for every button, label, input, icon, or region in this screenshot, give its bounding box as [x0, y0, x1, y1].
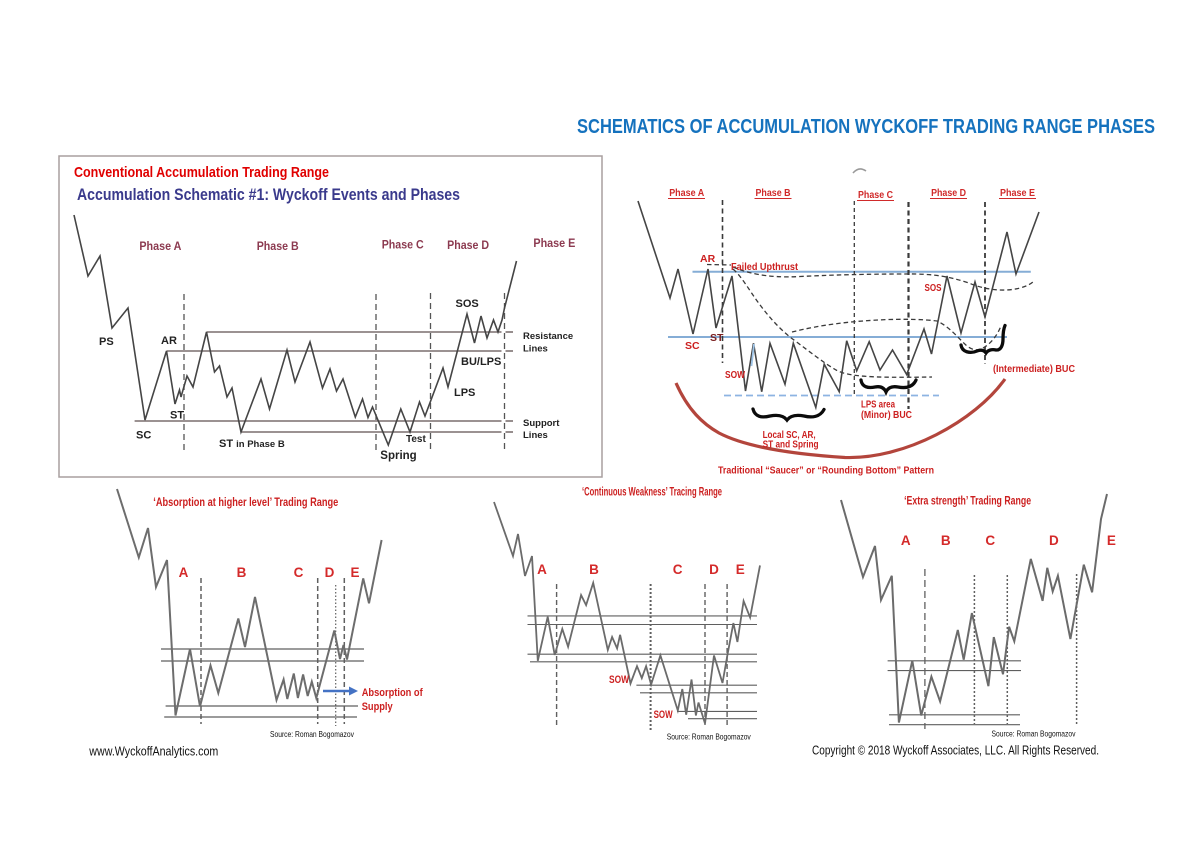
svg-text:Phase B: Phase B	[756, 188, 791, 199]
svg-text:Phase A: Phase A	[669, 188, 704, 199]
svg-text:Support: Support	[523, 418, 560, 429]
svg-text:Source: Roman Bogomazov: Source: Roman Bogomazov	[992, 729, 1077, 739]
svg-text:Absorption of: Absorption of	[362, 687, 423, 699]
svg-text:Phase D: Phase D	[447, 238, 489, 252]
svg-text:SCHEMATICS OF ACCUMULATION WYC: SCHEMATICS OF ACCUMULATION WYCKOFF TRADI…	[577, 116, 1155, 138]
svg-text:SC: SC	[685, 340, 700, 352]
svg-text:Phase C: Phase C	[858, 190, 893, 201]
svg-text:Phase E: Phase E	[1000, 188, 1035, 199]
svg-text:Phase E: Phase E	[533, 236, 575, 250]
svg-text:B: B	[941, 533, 951, 548]
svg-text:ST: ST	[170, 410, 184, 422]
svg-text:B: B	[237, 565, 247, 580]
svg-text:PS: PS	[99, 336, 114, 348]
svg-text:Spring: Spring	[380, 450, 416, 462]
svg-text:C: C	[673, 562, 683, 577]
svg-text:BU/LPS: BU/LPS	[461, 356, 501, 368]
svg-text:Failed Upthrust: Failed Upthrust	[731, 261, 798, 273]
svg-text:A: A	[537, 562, 547, 577]
svg-text:Conventional Accumulation Trad: Conventional Accumulation Trading Range	[74, 164, 329, 181]
svg-text:D: D	[709, 562, 719, 577]
svg-text:LPS: LPS	[454, 387, 475, 399]
svg-text:Copyright © 2018 Wyckoff Assoc: Copyright © 2018 Wyckoff Associates, LLC…	[812, 744, 1099, 758]
svg-text:D: D	[1049, 533, 1059, 548]
svg-text:ST and Spring: ST and Spring	[763, 439, 819, 451]
svg-text:AR: AR	[700, 253, 716, 265]
svg-text:Traditional “Saucer” or “Round: Traditional “Saucer” or “Rounding Bottom…	[718, 465, 934, 477]
svg-text:Lines: Lines	[523, 430, 548, 441]
svg-text:www.WyckoffAnalytics.com: www.WyckoffAnalytics.com	[88, 745, 218, 759]
svg-text:SOW: SOW	[725, 369, 745, 381]
svg-text:‘Continuous Weakness’ Tracing: ‘Continuous Weakness’ Tracing Range	[582, 487, 722, 499]
svg-text:E: E	[350, 565, 359, 580]
svg-text:Local SC, AR,: Local SC, AR,	[763, 429, 816, 441]
svg-text:‘Absorption at higher level’ T: ‘Absorption at higher level’ Trading Ran…	[153, 495, 338, 509]
svg-text:E: E	[736, 562, 745, 577]
svg-text:Phase C: Phase C	[382, 238, 424, 252]
svg-text:Phase A: Phase A	[139, 239, 181, 253]
svg-text:SOS: SOS	[456, 298, 479, 310]
svg-text:ST: ST	[710, 332, 724, 344]
svg-text:Supply: Supply	[362, 701, 394, 713]
svg-text:SOS: SOS	[925, 282, 942, 294]
svg-text:Lines: Lines	[523, 344, 548, 355]
svg-text:Test: Test	[406, 434, 426, 445]
svg-text:SOW: SOW	[609, 674, 629, 686]
svg-text:Phase D: Phase D	[931, 188, 966, 199]
svg-text:A: A	[179, 565, 189, 580]
svg-text:‘Extra strength’ Trading Range: ‘Extra strength’ Trading Range	[904, 496, 1031, 508]
svg-text:SC: SC	[136, 430, 151, 442]
svg-text:AR: AR	[161, 335, 177, 347]
svg-text:Phase B: Phase B	[257, 239, 299, 253]
svg-text:C: C	[294, 565, 304, 580]
svg-text:SOW: SOW	[654, 709, 673, 721]
svg-text:Accumulation Schematic #1: Wyc: Accumulation Schematic #1: Wyckoff Event…	[77, 186, 460, 204]
svg-text:E: E	[1107, 533, 1116, 548]
svg-text:C: C	[985, 533, 995, 548]
svg-text:A: A	[901, 533, 911, 548]
svg-text:ST in Phase B: ST in Phase B	[219, 438, 285, 450]
svg-text:B: B	[589, 562, 599, 577]
svg-text:Resistance: Resistance	[523, 331, 573, 342]
svg-text:(Intermediate) BUC: (Intermediate) BUC	[993, 363, 1075, 375]
svg-text:Source: Roman Bogomazov: Source: Roman Bogomazov	[270, 729, 355, 739]
svg-text:Source: Roman Bogomazov: Source: Roman Bogomazov	[667, 732, 752, 742]
svg-text:D: D	[325, 565, 335, 580]
svg-text:LPS area: LPS area	[861, 399, 895, 411]
svg-text:(Minor) BUC: (Minor) BUC	[861, 409, 912, 421]
